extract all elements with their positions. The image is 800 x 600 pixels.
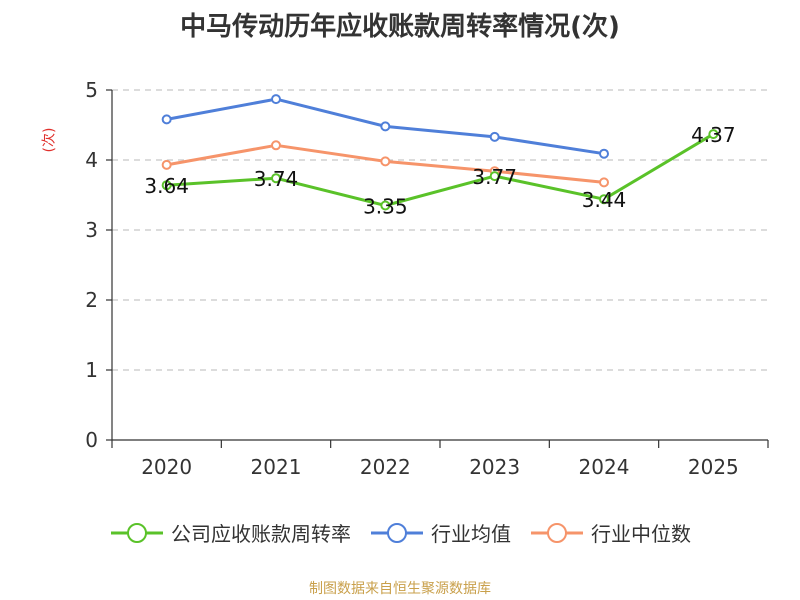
data-point — [161, 180, 172, 191]
x-tick-label: 2022 — [360, 455, 411, 479]
legend-label: 行业均值 — [431, 522, 511, 546]
data-label: 3.64 — [144, 174, 189, 198]
x-tick-label: 2020 — [141, 455, 192, 479]
legend-marker — [127, 522, 147, 543]
data-label: 4.37 — [691, 123, 736, 147]
x-tick-label: 2024 — [579, 455, 630, 479]
data-point — [489, 171, 500, 182]
data-point — [599, 177, 609, 188]
x-tick-label: 2023 — [469, 455, 520, 479]
legend-label: 行业中位数 — [591, 522, 691, 546]
legend-item[interactable]: 公司应收账款周转率 — [109, 518, 351, 547]
data-point — [599, 148, 609, 159]
data-point — [271, 173, 281, 184]
legend-swatch — [111, 522, 163, 543]
legend-marker — [387, 522, 407, 543]
data-point — [161, 159, 172, 170]
legend-swatch — [371, 522, 423, 543]
legend: 公司应收账款周转率 行业均值 行业中位数 — [0, 518, 800, 547]
y-tick-label: 3 — [85, 218, 98, 242]
data-label: 3.77 — [472, 165, 517, 189]
y-tick-label: 4 — [85, 148, 98, 172]
data-point — [161, 114, 172, 125]
data-point — [708, 129, 719, 140]
data-label: 3.74 — [254, 167, 299, 191]
data-point — [489, 131, 500, 142]
chart-title: 中马传动历年应收账款周转率情况(次) — [180, 12, 620, 42]
y-tick-label: 0 — [85, 428, 98, 452]
x-tick-label: 2025 — [688, 455, 739, 479]
data-point — [271, 94, 281, 105]
source-note: 制图数据来自恒生聚源数据库 — [309, 581, 491, 597]
data-point — [271, 140, 281, 151]
data-point — [380, 121, 391, 132]
x-tick-label: 2021 — [251, 455, 302, 479]
legend-marker — [547, 522, 567, 543]
data-point — [380, 156, 391, 167]
series-line-0 — [166, 132, 715, 207]
data-point — [599, 194, 609, 205]
data-label: 3.35 — [363, 195, 408, 219]
data-label: 3.44 — [582, 188, 627, 212]
legend-item[interactable]: 行业中位数 — [529, 518, 691, 547]
legend-item[interactable]: 行业均值 — [369, 518, 511, 547]
data-point — [380, 200, 391, 211]
legend-label: 公司应收账款周转率 — [171, 522, 351, 546]
y-tick-label: 5 — [85, 78, 98, 102]
legend-swatch — [531, 522, 583, 543]
y-tick-label: 1 — [85, 358, 98, 382]
y-tick-label: 2 — [85, 288, 98, 312]
